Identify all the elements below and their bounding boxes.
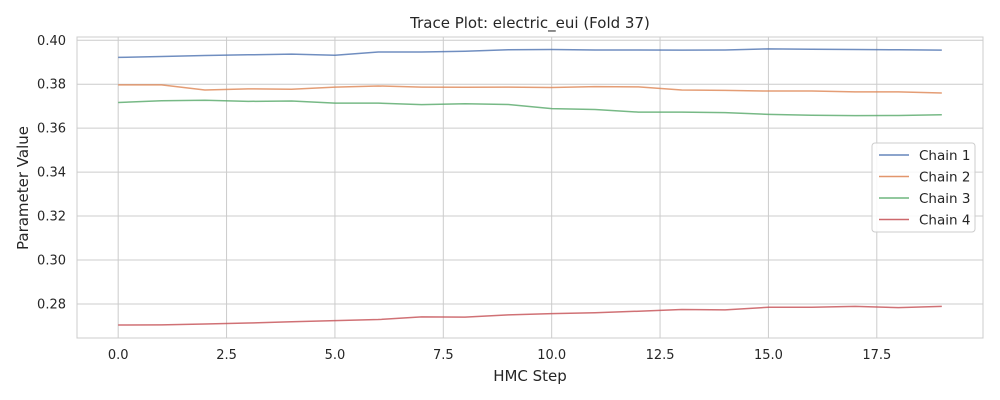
- x-tick-label: 7.5: [433, 348, 454, 363]
- legend-label-chain-2: Chain 2: [919, 170, 970, 186]
- series-line-chain-1: [118, 48, 942, 59]
- legend-label-chain-3: Chain 3: [919, 191, 970, 207]
- y-tick-labels: 0.28 0.30 0.32 0.34 0.36 0.38 0.40: [37, 34, 66, 313]
- series-lines: [118, 48, 942, 326]
- y-tick-label: 0.36: [37, 122, 66, 137]
- x-tick-label: 5.0: [325, 348, 346, 363]
- x-tick-label: 10.0: [537, 348, 566, 363]
- y-tick-label: 0.28: [37, 297, 66, 312]
- series-line-chain-4: [118, 305, 942, 326]
- legend-box: [871, 142, 976, 233]
- plot-frame: [76, 36, 984, 339]
- y-tick-label: 0.30: [37, 254, 66, 269]
- y-tick-label: 0.34: [37, 166, 66, 181]
- series-line-chain-2: [118, 84, 942, 94]
- x-axis-label: HMC Step: [493, 367, 567, 385]
- grid-lines: [77, 37, 983, 338]
- legend-label-chain-4: Chain 4: [919, 213, 970, 229]
- x-tick-label: 15.0: [754, 348, 783, 363]
- series-line-chain-3: [118, 99, 942, 117]
- x-tick-labels: 0.0 2.5 5.0 7.5 10.0 12.5 15.0 17.5: [108, 348, 891, 363]
- y-tick-label: 0.38: [37, 78, 66, 93]
- legend-label-chain-1: Chain 1: [919, 148, 970, 164]
- chart-title: Trace Plot: electric_eui (Fold 37): [409, 14, 650, 33]
- y-axis-label: Parameter Value: [14, 126, 32, 250]
- x-tick-label: 0.0: [108, 348, 129, 363]
- y-tick-label: 0.32: [37, 210, 66, 225]
- legend: Chain 1 Chain 2 Chain 3 Chain 4: [871, 142, 976, 233]
- y-tick-label: 0.40: [37, 34, 66, 49]
- x-tick-label: 2.5: [216, 348, 237, 363]
- x-tick-label: 12.5: [646, 348, 675, 363]
- x-tick-label: 17.5: [862, 348, 891, 363]
